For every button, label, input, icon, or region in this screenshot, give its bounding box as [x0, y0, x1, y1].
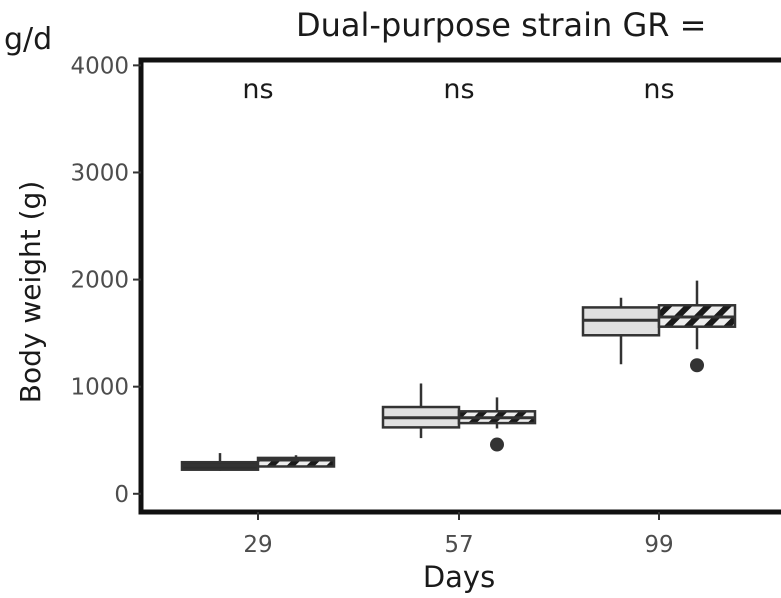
y-tick-label: 4000 [70, 53, 129, 79]
significance-label: ns [443, 74, 474, 105]
x-tick-label: 57 [444, 532, 473, 558]
significance-label: ns [643, 74, 674, 105]
box-outlier-point [490, 437, 504, 452]
plot-area: 0 1000 2000 3000 4000 29 ns 57 ns 99 ns [70, 53, 781, 558]
x-axis-label: Days [423, 560, 495, 594]
x-tick-label: 29 [243, 532, 272, 558]
box-body [256, 456, 336, 468]
box-group [457, 397, 537, 452]
plot-frame [138, 57, 781, 515]
y-axis-label: Body weight (g) [14, 181, 47, 404]
chart-title: Dual-purpose strain GR = [296, 6, 706, 44]
box-group [657, 280, 737, 373]
x-tick-label: 99 [644, 532, 673, 558]
y-tick-label: 2000 [70, 268, 129, 294]
y-tick-label: 1000 [70, 375, 129, 401]
box-group [581, 297, 661, 365]
header-left-label: g/d [4, 22, 52, 57]
significance-label: ns [242, 74, 273, 105]
box-group [381, 383, 461, 439]
box-group [256, 455, 336, 468]
y-tick-label: 0 [114, 482, 129, 508]
box-group [180, 453, 260, 471]
y-tick-label: 3000 [70, 160, 129, 186]
box-outlier-point [690, 358, 704, 373]
